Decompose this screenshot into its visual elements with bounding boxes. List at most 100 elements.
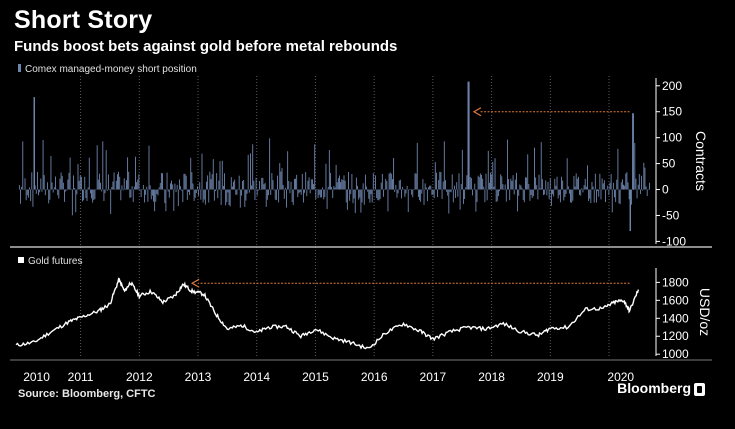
short-position-bar — [141, 189, 143, 191]
short-position-bar — [549, 178, 551, 190]
short-position-bar — [333, 186, 335, 190]
short-position-bar — [583, 185, 585, 190]
short-position-bar — [43, 175, 45, 190]
short-position-bar — [508, 179, 510, 190]
short-position-bar — [375, 175, 377, 190]
short-position-bar — [615, 189, 617, 203]
short-position-bar — [606, 189, 608, 191]
short-position-bar — [176, 184, 178, 190]
short-position-bar — [50, 155, 52, 190]
short-position-bar — [308, 177, 310, 190]
short-position-bar — [191, 172, 193, 190]
short-position-bar — [259, 181, 260, 190]
short-position-bar — [249, 153, 251, 190]
short-position-bar — [173, 189, 175, 211]
short-position-bar — [272, 180, 274, 190]
short-position-bar — [286, 189, 287, 208]
short-position-bar — [649, 182, 650, 190]
short-position-bar — [602, 183, 604, 190]
short-position-bar — [416, 142, 418, 190]
short-position-bar — [82, 189, 83, 202]
chart-subtitle: Funds boost bets against gold before met… — [14, 38, 398, 55]
usd-tick-label: 1600 — [662, 293, 689, 307]
short-position-bar — [51, 182, 53, 190]
short-position-bar — [121, 185, 123, 190]
short-position-bar — [609, 182, 611, 190]
short-position-bar — [483, 186, 485, 190]
short-position-bar — [296, 174, 298, 190]
short-position-bar — [376, 189, 378, 199]
short-position-bar — [603, 180, 605, 190]
short-position-bar — [336, 182, 338, 190]
short-position-bar — [521, 188, 523, 190]
short-position-bar — [568, 189, 570, 194]
short-position-bar — [599, 173, 601, 190]
short-position-bar — [126, 180, 127, 190]
short-position-bar — [509, 189, 511, 201]
short-position-bar — [342, 180, 344, 190]
short-position-bar — [140, 189, 142, 198]
short-position-bar — [197, 186, 198, 190]
contracts-tick-label: 50 — [662, 157, 676, 171]
short-position-bar — [39, 189, 41, 193]
short-position-bar — [627, 182, 629, 190]
short-position-bar — [390, 173, 392, 190]
short-position-bar — [605, 189, 606, 203]
short-position-bar — [264, 182, 266, 190]
short-position-bar — [422, 179, 424, 190]
short-position-bar — [70, 188, 72, 190]
year-tick-label: 2019 — [537, 370, 564, 384]
short-position-bar — [271, 173, 273, 190]
short-position-bar-peak — [629, 189, 631, 232]
short-position-bar — [484, 189, 486, 203]
short-position-bar — [564, 189, 566, 197]
short-position-bar — [573, 175, 575, 190]
short-position-bar — [510, 178, 512, 190]
short-position-bar — [222, 186, 224, 190]
short-position-bar — [102, 141, 104, 190]
short-position-bar — [268, 189, 269, 196]
short-position-bar — [454, 185, 455, 190]
short-position-bar — [337, 178, 339, 190]
short-position-bar — [547, 182, 549, 190]
short-position-bar — [380, 182, 382, 190]
short-position-bar — [450, 189, 452, 193]
short-position-bar — [256, 189, 258, 196]
short-position-bar — [641, 175, 643, 190]
short-position-bar — [212, 159, 214, 190]
short-position-bar — [203, 189, 205, 200]
short-position-bar — [67, 179, 69, 190]
short-position-bar — [387, 189, 389, 212]
short-position-bar — [228, 189, 230, 206]
short-position-bar — [502, 184, 504, 190]
short-position-bar — [80, 176, 82, 190]
short-position-bar — [278, 189, 280, 203]
short-position-bar — [73, 175, 74, 190]
short-position-bar — [127, 157, 129, 190]
short-position-bar — [251, 185, 253, 190]
short-position-bar — [522, 189, 524, 200]
short-position-bar — [565, 189, 567, 194]
short-position-bar — [290, 181, 292, 190]
short-position-bar — [287, 151, 289, 190]
short-position-bar — [254, 189, 256, 201]
short-position-bar — [389, 172, 391, 190]
short-position-bar — [210, 179, 212, 190]
short-position-bar — [93, 189, 95, 200]
short-position-bar — [204, 189, 206, 205]
short-position-bar — [361, 189, 363, 203]
short-position-bar — [470, 178, 472, 190]
short-position-bar — [571, 189, 573, 203]
chart-title: Short Story — [14, 6, 153, 34]
short-position-bar — [439, 171, 441, 190]
short-position-bar — [368, 189, 370, 199]
short-position-bar — [500, 174, 502, 190]
short-position-bar-peak — [468, 81, 470, 190]
short-position-bar — [151, 189, 153, 196]
short-position-bar — [481, 174, 482, 190]
short-position-bar — [194, 189, 196, 198]
short-position-bar — [384, 189, 386, 191]
short-position-bar — [92, 189, 94, 203]
short-position-bar — [544, 189, 546, 195]
short-position-bar — [101, 189, 103, 192]
